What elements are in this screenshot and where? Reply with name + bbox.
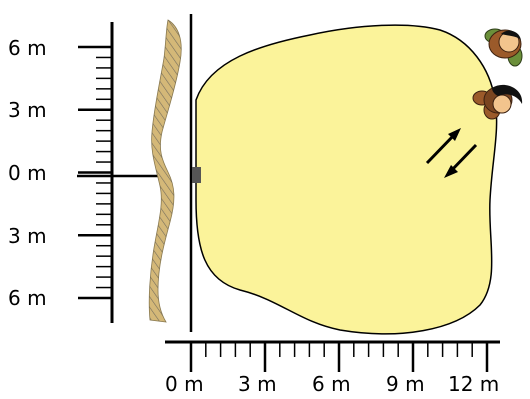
horizontal-label-12: 12 m	[448, 372, 499, 396]
vertical-label-top-6: 6 m	[8, 36, 47, 60]
person-topview-icon	[484, 28, 523, 67]
vertical-label-bottom-3: 3 m	[8, 224, 47, 248]
vertical-label-zero: 0 m	[8, 161, 47, 185]
horizontal-label-6: 6 m	[312, 372, 351, 396]
vertical-label-top-3: 3 m	[8, 98, 47, 122]
pond	[195, 24, 498, 335]
vertical-scale: 6 m 3 m 0 m 3 m 6 m	[8, 22, 165, 323]
vertical-label-bottom-6: 6 m	[8, 286, 47, 310]
horizontal-scale: 0 m 3 m 6 m 9 m 12 m	[165, 340, 500, 396]
person-topview-icon	[472, 84, 523, 120]
vertical-ticks	[78, 45, 112, 300]
horizontal-label-3: 3 m	[238, 372, 277, 396]
horizontal-label-0: 0 m	[165, 372, 204, 396]
horizontal-ticks	[189, 342, 489, 372]
bank-hatching	[149, 20, 182, 322]
double-arrow-icon	[425, 128, 478, 178]
horizontal-label-9: 9 m	[386, 372, 425, 396]
square-marker-icon	[192, 167, 201, 183]
